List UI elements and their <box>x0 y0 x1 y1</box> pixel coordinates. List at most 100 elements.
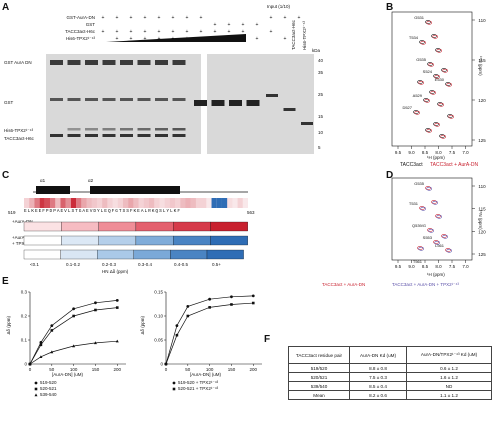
gel-kda-label: kDa <box>312 48 321 53</box>
nmr-xtick-label: 8.5 <box>422 150 429 155</box>
table-row: 539/540 8.5 ± 0.4 ND <box>288 381 492 391</box>
band-gst-aura <box>102 60 116 65</box>
band-gst <box>137 98 151 101</box>
band-tpx2 <box>67 128 81 131</box>
gel-input-label: Input (1/10) <box>267 4 291 9</box>
band-tacc3 <box>120 134 133 137</box>
gel-lane-mark: + <box>228 22 231 28</box>
series-line <box>29 340 118 365</box>
shift-cell <box>133 198 139 208</box>
kd-header-cell: AurA-DN/TPX2¹⁻⁴³ Kd (uM) <box>406 346 492 364</box>
nmr-frame <box>391 177 473 261</box>
nmr-peak-a <box>433 240 439 244</box>
nmr-xtick-label: 7.0 <box>462 150 469 155</box>
band-input <box>266 94 278 97</box>
shift-cell <box>102 198 108 208</box>
gel-lane-mark: + <box>200 15 203 21</box>
band-gst <box>67 98 81 101</box>
gel-input-lane: His6-TPX2¹⁻⁴³ <box>302 20 307 50</box>
band-tacc3 <box>102 134 116 137</box>
data-point <box>164 362 168 366</box>
nmr-peak-b <box>428 228 435 233</box>
gel-lane-mark: + <box>200 29 203 35</box>
chart-ytick-label: 0.2 <box>21 314 28 319</box>
chart1-ylabel: Δδ (ppm) <box>6 316 11 335</box>
seq-text: ELKEEFPDPAEVLSTGAEVDYLEQFGTSSFKEALRKQSLY… <box>24 209 181 214</box>
chart-ytick-label: 0.1 <box>21 338 28 343</box>
nmr-peak-b <box>426 128 433 133</box>
gel-lane-mark: + <box>284 36 287 42</box>
chart-xtick-label: 100 <box>70 367 78 372</box>
nmr-peak-label: S553 <box>423 235 433 240</box>
nmr-xtick-label: 8.0 <box>435 150 442 155</box>
nmr-xtick-label: 7.5 <box>449 264 456 269</box>
kd-header-cell: AurA-DN Kd (uM) <box>349 346 407 364</box>
band-gst <box>85 98 98 101</box>
data-point <box>115 339 119 343</box>
nmr-peak-a <box>435 214 441 218</box>
nmr-peak-a <box>413 110 419 114</box>
gel-row-label: GST <box>85 22 95 27</box>
band-gst <box>246 100 260 106</box>
shift-heatmap-row1 <box>24 198 248 208</box>
legend-519-520-tpx2: 519-520 + TPX2¹⁻⁴³ <box>178 380 219 385</box>
nmr-xtick-label: 9.5 <box>395 150 402 155</box>
gel-image <box>46 54 314 154</box>
nmr-peak-label: D527 <box>402 105 412 110</box>
data-point <box>175 333 179 337</box>
panel-label-f: F <box>264 334 271 345</box>
nmr-peak-label: G535 <box>416 57 427 62</box>
series-line <box>165 302 254 365</box>
shift-cell <box>206 198 212 208</box>
kd-cell: 1.6 ± 1.2 <box>406 372 492 382</box>
nmr-peak-a <box>427 228 433 232</box>
band-label-tpx2: His6-TPX2¹⁻⁴³ <box>4 128 34 133</box>
data-point <box>94 301 97 305</box>
data-point <box>72 314 75 318</box>
scale-tick: 0.1-0.2 <box>66 262 81 267</box>
nmr-peak-a <box>441 68 447 72</box>
scale-tick: <0.1 <box>30 262 39 267</box>
band-tpx2 <box>102 128 116 131</box>
nmr-xtick-label: 7.5 <box>449 150 456 155</box>
nmr-peak-a <box>425 186 431 190</box>
nmr-peak-a <box>445 248 451 252</box>
scale-cell <box>133 249 171 260</box>
gel-lane-mark: + <box>144 36 147 42</box>
nmr-peak-a <box>419 40 425 44</box>
kd-header-cell: TACC3act residue pair <box>288 346 350 364</box>
gel-lane-mark: + <box>214 22 217 28</box>
data-point <box>115 299 119 302</box>
series-line <box>29 307 118 365</box>
gel-lane-mark: + <box>284 15 287 21</box>
scale-tick: 0.2-0.3 <box>102 262 117 267</box>
nmr-peak-b <box>428 62 435 67</box>
nmr-peak-label: G535 <box>414 181 425 186</box>
chart-ytick-label: 0.05 <box>154 338 163 343</box>
kd-cell: 8.5 ± 0.4 <box>349 381 407 391</box>
shift-bar-cell <box>173 221 211 232</box>
data-point <box>251 294 255 298</box>
legend-marker <box>34 393 38 397</box>
shift-cell <box>138 198 144 208</box>
gel-lane-mark: + <box>298 15 301 21</box>
nmr-peak-a <box>429 90 435 94</box>
band-input <box>301 122 313 125</box>
nmr-peak-a <box>425 128 431 132</box>
nmr-peak-b <box>430 90 437 95</box>
nmr-d-xlabel: ¹H (ppm) <box>427 272 445 277</box>
scale-cell <box>206 249 244 260</box>
data-point <box>50 324 54 327</box>
chart-xtick-label: 150 <box>228 367 236 372</box>
kd-cell: 7.5 ± 0.3 <box>349 372 407 382</box>
tpx2-gradient-wedge <box>106 34 246 42</box>
nmr-ytick-label: 115 <box>478 58 486 63</box>
kd-cell: ND <box>406 381 492 391</box>
gel-lane-mark: + <box>186 15 189 21</box>
nmr-peak-b <box>432 200 439 205</box>
data-point <box>251 301 255 305</box>
data-point <box>186 305 190 308</box>
nmr-xtick-label: 7.0 <box>462 264 469 269</box>
shift-bar-cell <box>23 235 62 246</box>
nmr-peak-b <box>434 240 441 245</box>
